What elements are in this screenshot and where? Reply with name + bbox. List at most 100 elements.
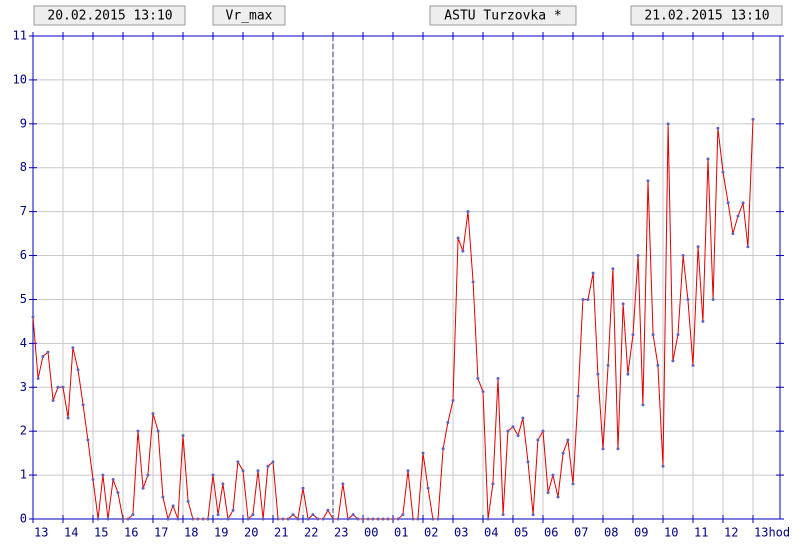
data-point [231,508,235,512]
data-point [566,438,570,442]
data-point [751,117,755,121]
data-point [746,245,750,249]
data-point [161,495,165,499]
y-tick-label: 5 [20,292,27,306]
data-point [501,513,505,517]
x-tick-label: 06 [544,526,558,540]
data-point [226,517,230,521]
data-point [316,517,320,521]
data-point [701,319,705,323]
data-point [211,473,215,477]
y-tick-label: 11 [13,29,27,43]
x-tick-label: 03 [454,526,468,540]
data-point [521,416,525,420]
data-point [581,297,585,301]
data-point [496,376,500,380]
x-tick-label: 12 [724,526,738,540]
data-point [191,517,195,521]
x-tick-label: 07 [574,526,588,540]
start-time: 20.02.2015 13:10 [47,9,172,24]
data-point [421,451,425,455]
data-point [296,517,300,521]
data-point [736,214,740,218]
data-point [206,517,210,521]
y-tick-label: 10 [13,72,27,86]
variable: Vr_max [226,9,273,24]
data-point [596,372,600,376]
data-point [116,491,120,495]
data-point [626,372,630,376]
data-point [56,385,60,389]
data-point [691,363,695,367]
x-tick-label: 17 [154,526,168,540]
data-point [276,517,280,521]
data-point [591,271,595,275]
data-point [346,517,350,521]
data-point [321,517,325,521]
data-point [141,486,145,490]
x-tick-label: 04 [484,526,498,540]
data-point [236,460,240,464]
data-point [631,333,635,337]
data-point [471,280,475,284]
data-point [111,477,115,481]
x-tick-label: 21 [274,526,288,540]
x-tick-label: 01 [394,526,408,540]
data-point [536,438,540,442]
data-point [491,482,495,486]
data-point [51,398,55,402]
data-point [311,513,315,517]
data-point [606,363,610,367]
data-point [96,517,100,521]
x-tick-label: 13 [34,526,48,540]
data-point [166,517,170,521]
data-point [681,254,685,258]
station: ASTU Turzovka * [444,9,561,24]
data-point [156,429,160,433]
x-tick-label: 23 [334,526,348,540]
y-tick-label: 7 [20,204,27,218]
data-point [671,359,675,363]
data-point [131,513,135,517]
data-point [426,486,430,490]
data-point [486,517,490,521]
data-point [76,368,80,372]
data-point [366,517,370,521]
data-point [126,517,130,521]
y-tick-label: 1 [20,468,27,482]
data-point [686,297,690,301]
data-point [386,517,390,521]
data-point [456,236,460,240]
x-tick-label: 05 [514,526,528,540]
data-point [616,447,620,451]
data-point [281,517,285,521]
data-point [306,517,310,521]
data-point [86,438,90,442]
y-tick-label: 0 [20,512,27,526]
data-point [436,517,440,521]
data-point [481,390,485,394]
data-point [446,420,450,424]
data-point [516,434,520,438]
data-point [706,157,710,161]
data-point [636,254,640,258]
data-point [506,429,510,433]
data-point [611,267,615,271]
data-point [171,504,175,508]
data-point [196,517,200,521]
data-point [641,403,645,407]
data-point [376,517,380,521]
data-point [476,376,480,380]
y-tick-label: 9 [20,116,27,130]
data-point [81,403,85,407]
data-point [201,517,205,521]
data-point [151,412,155,416]
data-point [341,482,345,486]
x-tick-label: 20 [244,526,258,540]
data-point [391,517,395,521]
data-point [531,513,535,517]
data-point [396,517,400,521]
data-point [696,245,700,249]
x-tick-label: 09 [634,526,648,540]
x-tick-label: 10 [664,526,678,540]
